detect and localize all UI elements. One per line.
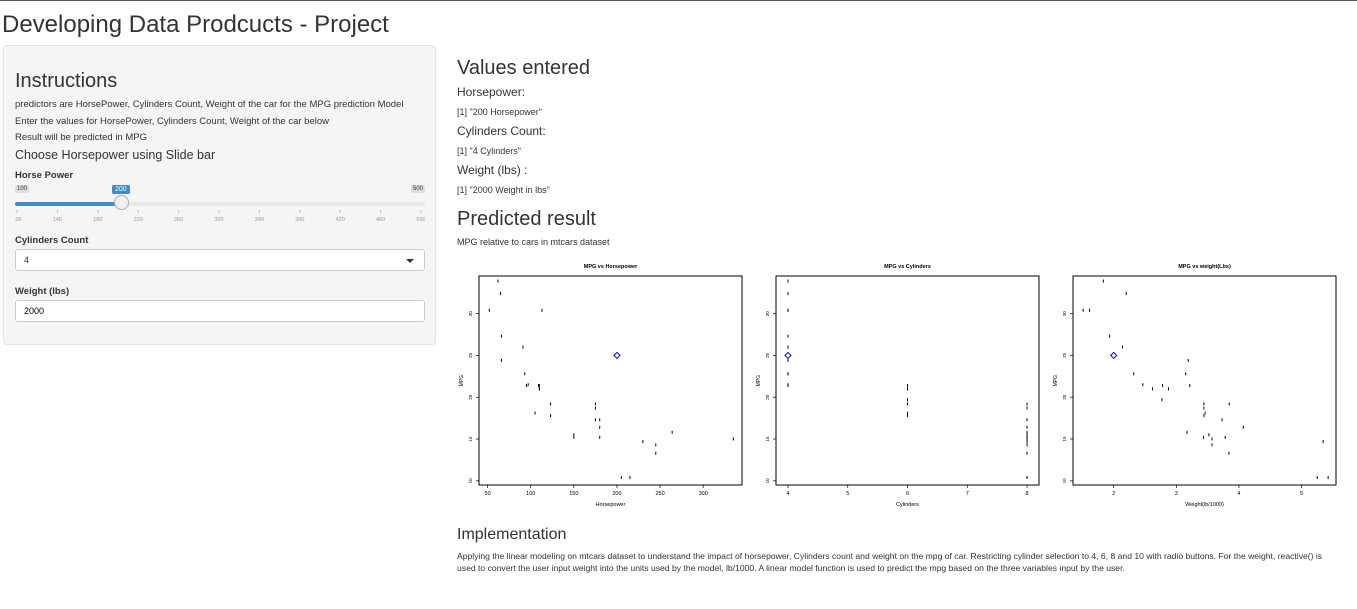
y-tick-label: 30: [1062, 311, 1067, 317]
instruction-line-3: Result will be predicted in MPG: [15, 132, 147, 143]
slider-tick-label: 300: [214, 217, 223, 222]
x-tick-label: 100: [526, 491, 535, 497]
slider-tick-label: 100: [15, 217, 22, 222]
hp-output: [1] "200 Horsepower": [457, 107, 542, 117]
y-tick-label: 10: [1062, 478, 1067, 484]
x-tick-label: 5: [1300, 491, 1303, 497]
cyl-output-label: Cylinders Count:: [457, 124, 546, 138]
x-tick-label: 8: [1026, 491, 1029, 497]
x-tick-label: 250: [655, 491, 664, 497]
result-caption: MPG relative to cars in mtcars dataset: [457, 237, 610, 247]
y-tick-label: 20: [468, 394, 473, 400]
cylinders-select[interactable]: 4: [15, 249, 425, 271]
slider-tick-label: 500: [416, 217, 425, 222]
slider-ticks: 100 140 180 220 260 300 340 380 420 460 500: [15, 210, 425, 222]
instruction-line-1: predictors are HorsePower, Cylinders Cou…: [15, 99, 404, 110]
sidebar-panel: Instructions predictors are HorsePower, …: [3, 45, 436, 345]
x-tick-label: 2: [1112, 491, 1115, 497]
y-tick-label: 10: [468, 478, 473, 484]
y-tick-label: 20: [1062, 394, 1067, 400]
y-tick-label: 15: [468, 436, 473, 442]
weight-label: Weight (lbs): [15, 286, 70, 297]
plot-frame: [478, 275, 743, 486]
y-tick-label: 25: [468, 352, 473, 358]
prediction-plots: MPG vs Horsepower 50 100 150 200 250 300 10 15 20…: [459, 264, 1337, 508]
scatter-plot-1: MPG vs Horsepower 50 100 150 200 250 300 10 15 20…: [459, 264, 743, 508]
slider-tick-label: 140: [53, 217, 62, 222]
y-axis-label: MPG: [1053, 375, 1059, 387]
x-tick-label: 5: [846, 491, 849, 497]
cylinders-select-value: 4: [24, 255, 30, 265]
plot-frame: [775, 275, 1040, 486]
y-tick-label: 30: [765, 311, 770, 317]
x-tick-label: 150: [569, 491, 578, 497]
values-heading: Values entered: [457, 57, 591, 79]
slider-min-label: 100: [15, 185, 30, 193]
y-axis-label: MPG: [459, 375, 465, 387]
weight-input[interactable]: [15, 300, 425, 322]
cyl-output: [1] "4 Cylinders": [457, 146, 521, 156]
wt-output: [1] "2000 Weight in lbs": [457, 185, 550, 195]
plot-frame: [1072, 275, 1337, 486]
hp-output-label: Horsepower:: [457, 85, 526, 99]
slider-tick-label: 380: [295, 217, 304, 222]
x-tick-label: 3: [1175, 491, 1178, 497]
horsepower-slider-track[interactable]: [15, 202, 425, 206]
slider-max-label: 500: [411, 185, 426, 193]
horsepower-label: Horse Power: [15, 170, 74, 181]
slider-tick-label: 420: [336, 217, 345, 222]
x-tick-label: 4: [786, 491, 789, 497]
wt-output-label: Weight (lbs) :: [457, 163, 528, 177]
x-axis-label: Cylinders: [896, 502, 919, 508]
slider-tick-label: 220: [134, 217, 143, 222]
y-axis-label: MPG: [756, 375, 762, 387]
horsepower-slider-handle[interactable]: [114, 195, 129, 210]
x-tick-label: 300: [699, 491, 708, 497]
slider-tick-label: 260: [174, 217, 183, 222]
implementation-heading: Implementation: [457, 526, 567, 543]
slider-heading: Choose Horsepower using Slide bar: [15, 148, 216, 162]
chevron-down-icon: [406, 259, 414, 263]
y-tick-label: 25: [1062, 352, 1067, 358]
top-border: [0, 0, 1357, 1]
instruction-line-2: Enter the values for HorsePower, Cylinde…: [15, 116, 330, 127]
prediction-point: [784, 351, 792, 360]
x-axis-label: Weight(lb/1000): [1185, 502, 1224, 508]
y-tick-label: 10: [765, 478, 770, 484]
y-tick-label: 15: [1062, 436, 1067, 442]
page-title: Developing Data Prodcucts - Project: [2, 11, 389, 38]
plot-title: MPG vs Horsepower: [584, 264, 638, 270]
scatter-plot-3: MPG vs weight(Lbs) 2 3 4 5 10 15 20 25 30 Weight(l…: [1053, 264, 1337, 508]
x-tick-label: 7: [966, 491, 969, 497]
y-tick-label: 20: [765, 394, 770, 400]
horsepower-slider-fill: [15, 202, 121, 206]
x-tick-label: 6: [906, 491, 909, 497]
y-tick-label: 30: [468, 311, 473, 317]
plot-title: MPG vs weight(Lbs): [1178, 264, 1231, 270]
y-tick-label: 25: [765, 352, 770, 358]
scatter-plot-2: MPG vs Cylinders 4 5 6 7 8 10 15 20 25 30 Cylinders…: [756, 264, 1040, 508]
plot-title: MPG vs Cylinders: [884, 264, 931, 270]
cylinders-label: Cylinders Count: [15, 235, 89, 246]
slider-tick-label: 460: [376, 217, 385, 222]
prediction-point: [1109, 351, 1118, 360]
x-tick-label: 200: [612, 491, 621, 497]
implementation-text: Applying the linear modeling on mtcars d…: [457, 551, 1323, 573]
x-axis-label: Horsepower: [596, 502, 626, 508]
x-tick-label: 50: [485, 491, 491, 497]
x-tick-label: 4: [1237, 491, 1240, 497]
prediction-point: [613, 351, 621, 360]
result-heading: Predicted result: [457, 208, 596, 230]
y-tick-label: 15: [765, 436, 770, 442]
slider-tick-label: 340: [255, 217, 264, 222]
slider-value-label: 200: [112, 185, 130, 194]
slider-tick-label: 180: [93, 217, 102, 222]
instructions-heading: Instructions: [15, 70, 118, 92]
